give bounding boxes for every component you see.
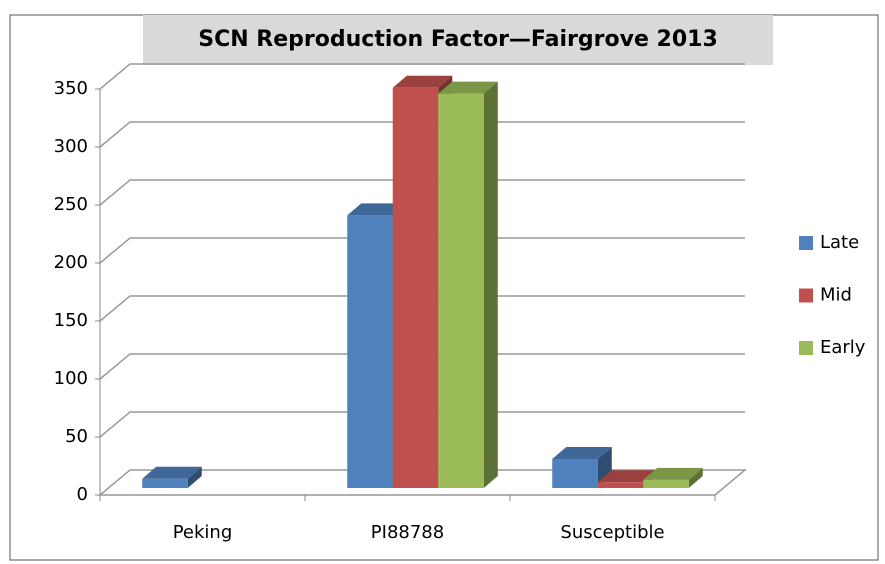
bar-front: [438, 93, 484, 488]
y-tick-label: 200: [54, 252, 88, 273]
grid-line: [99, 179, 745, 206]
y-tick-label: 50: [65, 426, 88, 447]
bar-front: [142, 478, 188, 488]
bar-top: [552, 447, 612, 459]
y-tick-label: 300: [54, 136, 88, 157]
grid-line: [99, 121, 745, 148]
bar-front: [392, 87, 439, 489]
x-tick-label: Susceptible: [560, 522, 664, 543]
legend-label: Mid: [820, 285, 852, 306]
bar-top: [597, 470, 658, 483]
y-tick-label: 250: [54, 194, 88, 215]
legend-swatch: [799, 341, 813, 355]
y-tick-label: 0: [77, 484, 88, 505]
bar: [438, 81, 498, 488]
x-tick-label: PI88788: [371, 522, 444, 543]
grid-line: [99, 295, 745, 322]
chart-title: SCN Reproduction Factor—Fairgrove 2013: [198, 27, 718, 52]
grid-line: [99, 237, 745, 264]
bar-front: [643, 479, 689, 488]
legend-label: Late: [820, 232, 859, 253]
bar-side: [187, 466, 202, 488]
bar-front: [347, 215, 393, 488]
title-box: [143, 15, 773, 65]
bar-front: [597, 482, 644, 488]
x-tick-label: Peking: [173, 522, 233, 543]
bar: [643, 467, 703, 488]
bar-side: [688, 467, 703, 488]
bar-top: [142, 466, 202, 479]
bar: [142, 466, 202, 488]
y-tick-label: 350: [54, 78, 88, 99]
legend-label: Early: [820, 337, 866, 358]
bar-top: [438, 81, 498, 94]
y-tick-label: 150: [54, 310, 88, 331]
grid-line: [99, 353, 745, 380]
y-tick-label: 100: [54, 368, 88, 389]
grid-line: [99, 411, 745, 438]
bar-side: [483, 81, 498, 488]
legend-swatch: [799, 236, 813, 250]
bar-top: [643, 467, 703, 480]
bar-front: [552, 459, 598, 488]
bar-top: [347, 203, 407, 216]
grid-line: [99, 63, 745, 90]
bar-top: [392, 75, 453, 88]
legend-swatch: [799, 288, 813, 303]
